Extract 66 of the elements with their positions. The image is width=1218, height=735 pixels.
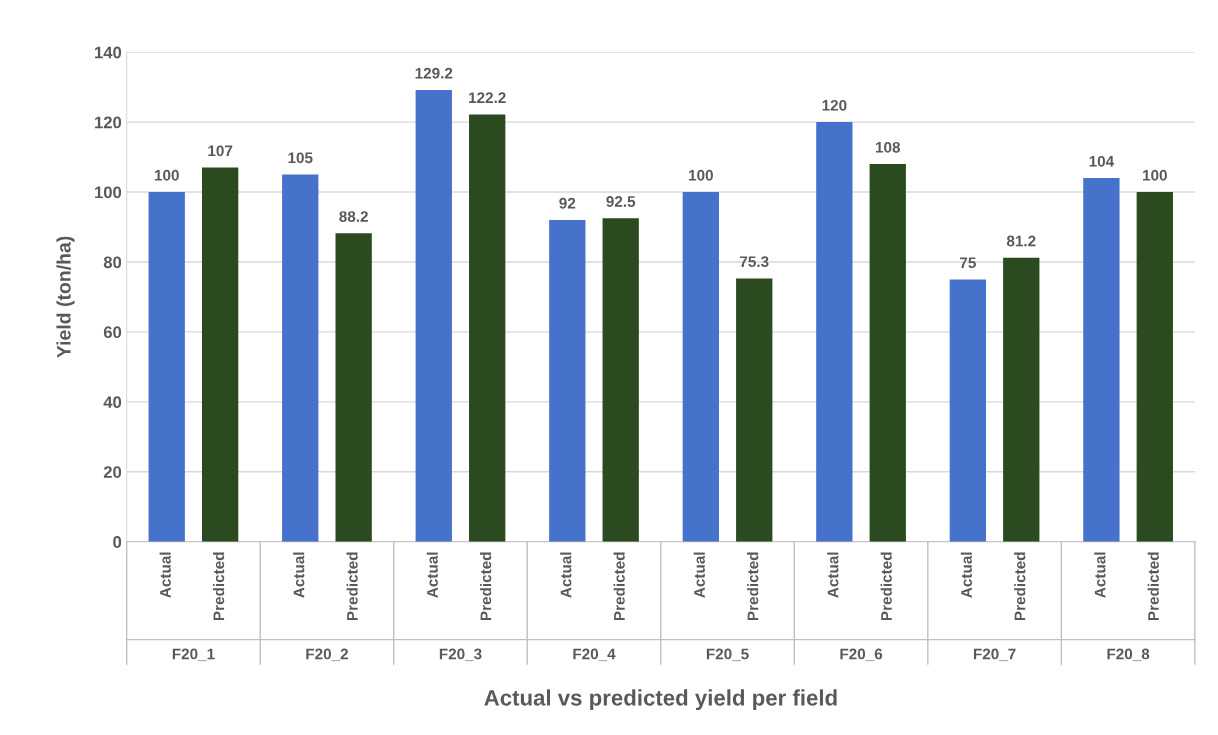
y-tick-label: 40 — [103, 396, 122, 409]
text: Actual — [960, 552, 972, 598]
bar — [949, 279, 987, 542]
x-tick-label: F20_4 — [573, 648, 616, 662]
text: Predicted — [346, 552, 358, 621]
x-tick-label: F20_6 — [840, 648, 883, 662]
y-tick-label: 120 — [95, 116, 122, 129]
y-tick-label: 80 — [103, 256, 122, 269]
data-label: 105 — [288, 152, 313, 164]
text: Predicted — [1147, 552, 1159, 621]
bar — [869, 164, 906, 542]
bar — [282, 174, 319, 542]
x-tick-label: F20_1 — [172, 648, 215, 662]
text: Actual — [426, 552, 438, 598]
bar — [201, 167, 239, 542]
bar — [549, 220, 586, 542]
data-label: 100 — [1143, 169, 1167, 181]
text: Predicted — [480, 552, 492, 621]
y-axis-title: Yield (ton/ha) — [56, 236, 75, 358]
bar — [1083, 178, 1120, 542]
bar — [602, 218, 639, 542]
text: Actual — [693, 552, 705, 598]
bar — [1003, 257, 1040, 542]
y-tick-label: 20 — [103, 466, 122, 478]
y-tick-label: 140 — [95, 46, 122, 59]
data-label: 92 — [559, 197, 576, 209]
text: Actual — [560, 552, 572, 598]
data-label: 107 — [208, 145, 233, 157]
text: Predicted — [1014, 552, 1026, 621]
bar — [682, 192, 719, 542]
x-tick-label: F20_8 — [1107, 648, 1150, 662]
bar — [736, 278, 773, 542]
text: Predicted — [613, 552, 625, 621]
bar — [469, 114, 506, 542]
data-label: 75.3 — [740, 256, 769, 268]
data-label: 92.5 — [606, 196, 636, 207]
y-tick-label: 100 — [95, 186, 122, 199]
data-label: 129.2 — [415, 67, 453, 79]
bar — [415, 89, 452, 542]
x-tick-label: F20_2 — [306, 648, 349, 662]
text: Predicted — [880, 552, 892, 621]
bar — [1136, 192, 1173, 542]
x-tick-label: F20_7 — [973, 648, 1016, 662]
data-label: 122.2 — [469, 92, 506, 103]
data-label: 120 — [822, 99, 847, 111]
text: Predicted — [213, 552, 225, 621]
x-tick-label: F20_3 — [439, 648, 482, 662]
data-label: 81.2 — [1006, 235, 1036, 247]
bar — [335, 233, 372, 542]
data-label: 88.2 — [339, 211, 368, 222]
text: Actual — [293, 552, 305, 598]
text: Actual — [827, 552, 839, 598]
data-label: 108 — [875, 141, 901, 153]
x-tick-label: F20_5 — [706, 648, 749, 662]
text: Predicted — [747, 552, 759, 621]
text: Actual — [1094, 552, 1106, 598]
y-tick-label: 0 — [113, 536, 122, 548]
data-label: 75 — [960, 257, 976, 269]
data-label: 104 — [1089, 155, 1115, 167]
y-tick-label: 60 — [103, 326, 122, 339]
text: Actual — [159, 552, 171, 598]
bar — [148, 192, 185, 542]
bar — [816, 122, 853, 542]
x-axis-title: Actual vs predicted yield per field — [484, 689, 837, 711]
data-label: 100 — [154, 169, 179, 181]
data-label: 100 — [689, 169, 713, 181]
